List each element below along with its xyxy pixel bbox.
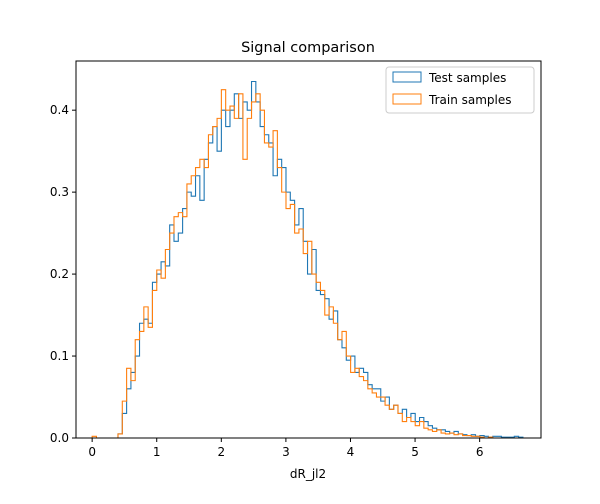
legend: Test samples Train samples — [385, 66, 535, 114]
legend-swatch-test — [392, 71, 422, 83]
x-tick-label: 5 — [411, 445, 419, 459]
y-tick-label: 0.1 — [50, 349, 69, 363]
y-tick-label: 0.3 — [50, 185, 69, 199]
x-axis-label: dR_jl2 — [290, 467, 326, 481]
x-axis: 0 1 2 3 4 5 6 — [88, 438, 483, 459]
series-train-step — [91, 89, 523, 439]
series-layer — [91, 80, 524, 439]
x-tick-label: 4 — [347, 445, 355, 459]
legend-frame — [385, 66, 535, 114]
x-tick-label: 2 — [217, 445, 225, 459]
legend-swatch-train — [392, 93, 422, 105]
y-tick-label: 0.2 — [50, 267, 69, 281]
y-tick-label: 0.4 — [50, 103, 69, 117]
x-tick-label: 0 — [88, 445, 96, 459]
y-axis: 0.0 0.1 0.2 0.3 0.4 — [50, 103, 76, 445]
legend-label-test: Test samples — [428, 71, 506, 85]
y-tick-label: 0.0 — [50, 431, 69, 445]
series-test-step — [92, 80, 524, 439]
chart-title: Signal comparison — [241, 40, 375, 56]
plot-frame — [75, 60, 542, 439]
x-tick-label: 1 — [153, 445, 161, 459]
legend-label-train: Train samples — [428, 93, 512, 107]
x-tick-label: 6 — [476, 445, 484, 459]
x-tick-label: 3 — [282, 445, 290, 459]
